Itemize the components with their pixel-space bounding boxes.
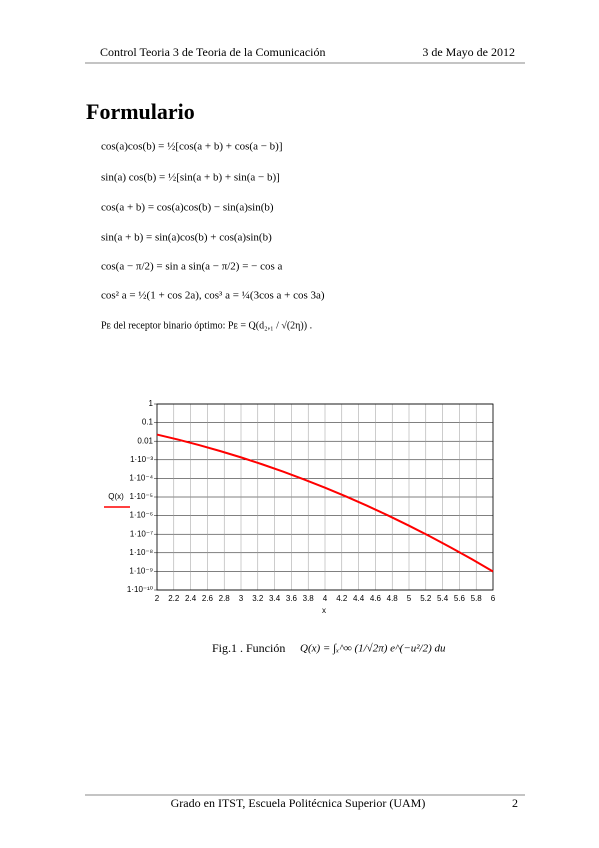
y-tick-label: 1·10⁻³	[130, 455, 153, 464]
x-tick-label: 2.2	[168, 594, 180, 603]
title: Formulario	[86, 99, 195, 124]
x-axis-label: x	[322, 606, 326, 615]
header-right: 3 de Mayo de 2012	[422, 45, 515, 59]
formula: cos(a − π/2) = sin a sin(a − π/2) = − co…	[101, 261, 283, 273]
x-tick-label: 2.8	[219, 594, 231, 603]
x-tick-label: 5.8	[471, 594, 483, 603]
y-tick-label: 0.01	[137, 436, 153, 445]
formulas: cos(a)cos(b) = ½[cos(a + b) + cos(a − b)…	[101, 141, 325, 332]
x-tick-label: 4.6	[370, 594, 382, 603]
x-tick-label: 4.8	[387, 594, 399, 603]
y-tick-label: 1·10⁻⁵	[129, 492, 153, 501]
x-tick-label: 3.8	[303, 594, 315, 603]
x-tick-label: 3.2	[252, 594, 264, 603]
formula: Pᴇ del receptor binario óptimo: Pᴇ = Q(d…	[101, 320, 312, 331]
formula: cos² a = ½(1 + cos 2a), cos³ a = ¼(3cos …	[101, 290, 325, 302]
y-tick-label: 1·10⁻⁹	[129, 567, 153, 576]
x-tick-label: 4.4	[353, 594, 365, 603]
y-axis-label: Q(x)	[108, 492, 124, 501]
formula: cos(a)cos(b) = ½[cos(a + b) + cos(a − b)…	[101, 141, 283, 153]
caption-formula: Q(x) = ∫ₓ^∞ (1/√2π) e^(−u²/2) du	[300, 643, 446, 655]
x-tick-label: 4	[323, 594, 328, 603]
y-tick-label: 1·10⁻¹⁰	[127, 585, 153, 594]
page-number: 2	[512, 796, 518, 810]
x-tick-label: 3.4	[269, 594, 281, 603]
x-tick-label: 2	[155, 594, 160, 603]
curve	[156, 433, 494, 573]
formula: sin(a + b) = sin(a)cos(b) + cos(a)sin(b)	[101, 232, 272, 244]
y-tick-label: 1·10⁻⁶	[129, 511, 153, 520]
x-tick-label: 4.2	[336, 594, 348, 603]
x-tick-label: 3	[239, 594, 244, 603]
header-left: Control Teoria 3 de Teoria de la Comunic…	[100, 45, 325, 59]
chart: 1 0.1 0.01 1·10⁻³ 1·10⁻⁴ 1·10⁻⁵ 1·10⁻⁶ 1·10⁻⁷ 1·…	[104, 399, 496, 615]
y-tick-label: 1	[149, 399, 154, 408]
y-tick-label: 1·10⁻⁸	[129, 548, 153, 557]
x-tick-label: 5.6	[454, 594, 466, 603]
x-tick-label: 5.2	[420, 594, 432, 603]
footer-text: Grado en ITST, Escuela Politécnica Super…	[171, 796, 426, 810]
caption-label: Fig.1 . Función	[212, 641, 285, 655]
x-tick-label: 3.6	[286, 594, 298, 603]
y-tick-label: 1·10⁻⁴	[129, 474, 153, 483]
x-tick-label: 2.4	[185, 594, 197, 603]
y-tick-label: 0.1	[142, 418, 154, 427]
formula: sin(a) cos(b) = ½[sin(a + b) + sin(a − b…	[101, 172, 280, 184]
plot-frame	[156, 403, 494, 591]
y-tick-label: 1·10⁻⁷	[130, 529, 153, 538]
x-tick-label: 5	[407, 594, 412, 603]
x-tick-label: 2.6	[202, 594, 214, 603]
formula: cos(a + b) = cos(a)cos(b) − sin(a)sin(b)	[101, 202, 274, 214]
x-tick-label: 6	[491, 594, 496, 603]
x-tick-label: 5.4	[437, 594, 449, 603]
